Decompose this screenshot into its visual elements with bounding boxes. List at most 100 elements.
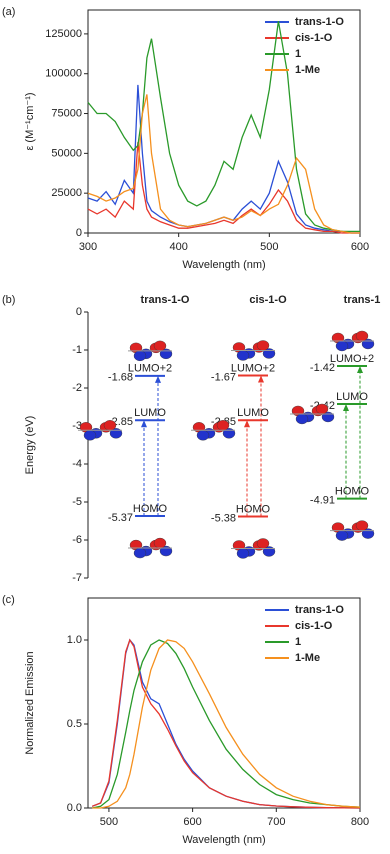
x-tick-label: 500 — [100, 816, 118, 828]
series-line — [87, 94, 360, 234]
series-line — [87, 142, 360, 234]
x-tick-label: 600 — [183, 816, 201, 828]
y-tick-label: 100000 — [45, 68, 82, 80]
series-line — [87, 84, 360, 234]
x-tick-label: 600 — [351, 241, 369, 253]
column-header: trans-1 — [344, 294, 381, 306]
orbital-lobe — [355, 330, 369, 342]
legend-label: trans-1-O — [295, 604, 344, 616]
orbital-lobe — [83, 430, 97, 441]
y-tick-label: -5 — [72, 496, 82, 508]
level-name: LUMO — [237, 407, 269, 419]
series-line — [87, 21, 360, 233]
y-tick-label: 1.0 — [67, 634, 82, 646]
y-axis-label: Normalized Emission — [24, 651, 36, 754]
legend-label: 1-Me — [295, 652, 320, 664]
orbital-lobe — [256, 340, 270, 351]
energy-value: -5.38 — [211, 512, 236, 524]
arrow-head — [343, 403, 349, 411]
energy-value: -1.67 — [211, 371, 236, 383]
orbital-picture — [290, 403, 335, 425]
orbital-lobe — [315, 403, 329, 415]
series-line — [92, 639, 361, 809]
level-name: HOMO — [133, 503, 168, 515]
y-tick-label: -7 — [72, 572, 82, 584]
orbital-lobe — [355, 520, 369, 531]
level-name: LUMO+2 — [231, 362, 275, 374]
orbital-lobe — [133, 547, 147, 559]
legend-label: 1 — [295, 48, 301, 60]
orbital-lobe — [335, 340, 349, 352]
arrow-head — [357, 365, 363, 373]
level-name: LUMO — [336, 391, 368, 403]
y-tick-label: 0 — [76, 227, 82, 239]
orbital-lobe — [153, 537, 167, 549]
orbital-lobe — [196, 430, 210, 441]
orbital-picture — [128, 537, 173, 559]
y-tick-label: -6 — [72, 534, 82, 546]
column-header: trans-1-O — [141, 294, 190, 306]
panel-label: (b) — [2, 294, 15, 306]
y-axis-label: Energy (eV) — [24, 416, 36, 475]
arrow-head — [141, 420, 147, 428]
x-axis-label: Wavelength (nm) — [182, 834, 265, 846]
orbital-lobe — [256, 538, 270, 549]
orbital-picture — [330, 520, 375, 541]
orbital-picture — [78, 420, 123, 441]
energy-value: -1.68 — [108, 372, 133, 384]
y-tick-label: 75000 — [51, 107, 82, 119]
arrow-head — [244, 420, 250, 428]
level-name: LUMO — [134, 407, 166, 419]
orbital-lobe — [236, 548, 250, 559]
level-name: HOMO — [335, 485, 370, 497]
arrow-head — [155, 375, 161, 383]
x-tick-label: 300 — [79, 241, 97, 253]
orbital-lobe — [153, 340, 167, 352]
y-tick-label: -1 — [72, 344, 82, 356]
energy-value: -1.42 — [310, 362, 335, 374]
panel-label: (a) — [2, 6, 15, 18]
orbital-lobe — [295, 413, 309, 425]
legend-label: 1-Me — [295, 64, 320, 76]
x-tick-label: 800 — [351, 816, 369, 828]
orbital-lobe — [335, 530, 349, 541]
series-line — [91, 638, 361, 809]
y-tick-label: 25000 — [51, 187, 82, 199]
y-tick-label: -4 — [72, 458, 82, 470]
y-tick-label: -3 — [72, 420, 82, 432]
orbital-lobe — [236, 350, 250, 361]
series-line — [92, 639, 361, 809]
x-tick-label: 700 — [267, 816, 285, 828]
plot-frame — [87, 597, 361, 809]
orbital-picture — [231, 340, 276, 361]
legend-label: cis-1-O — [295, 32, 333, 44]
column-header: cis-1-O — [249, 294, 287, 306]
y-tick-label: 0.5 — [67, 718, 82, 730]
orbital-picture — [330, 330, 375, 352]
orbital-picture — [128, 340, 173, 362]
orbital-picture — [191, 420, 236, 441]
legend-label: trans-1-O — [295, 16, 344, 28]
level-name: LUMO+2 — [128, 363, 172, 375]
panel-label: (c) — [2, 594, 15, 606]
y-tick-label: 0.0 — [67, 802, 82, 814]
x-axis-label: Wavelength (nm) — [182, 259, 265, 271]
y-tick-label: 50000 — [51, 147, 82, 159]
series-line — [91, 638, 361, 809]
orbital-lobe — [133, 350, 147, 362]
orbital-picture — [231, 538, 276, 559]
energy-value: -4.91 — [310, 494, 335, 506]
y-tick-label: 125000 — [45, 28, 82, 40]
orbital-lobe — [216, 420, 230, 431]
x-tick-label: 400 — [169, 241, 187, 253]
plot-frame — [87, 9, 361, 234]
legend-label: cis-1-O — [295, 620, 333, 632]
arrow-head — [258, 375, 264, 383]
level-name: LUMO+2 — [330, 353, 374, 365]
y-axis-label: ε (M⁻¹cm⁻¹) — [24, 92, 36, 150]
y-tick-label: -2 — [72, 382, 82, 394]
x-tick-label: 500 — [260, 241, 278, 253]
y-tick-label: 0 — [76, 306, 82, 318]
energy-value: -5.37 — [108, 512, 133, 524]
